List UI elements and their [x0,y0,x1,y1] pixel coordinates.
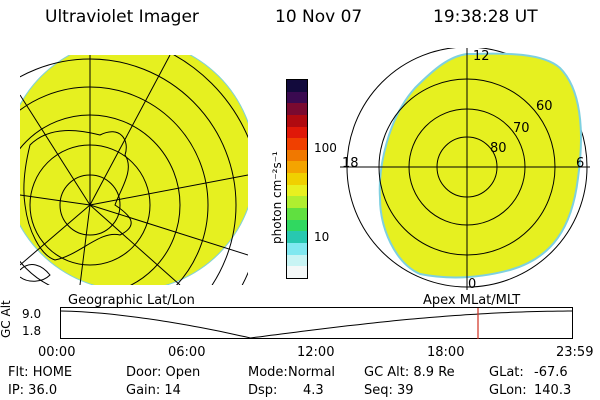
mlat-label-70: 70 [513,121,530,136]
mlt-label-0: 0 [468,277,476,290]
mlat-label-60: 60 [536,99,553,114]
colorbar-segment [287,242,307,255]
header-time: 19:38:28 UT [433,7,538,27]
status-seq: Seq: 39 [364,383,414,398]
colorbar-segment [287,254,307,267]
status-gcalt: GC Alt: 8.9 Re [364,365,455,380]
alt-axis-label: GC Alt [0,300,13,338]
status-glat-val: -67.6 [534,365,568,380]
alt-plot-frame [60,307,573,339]
colorbar-tick-100: 100 [314,141,337,155]
left-panel-label: Geographic Lat/Lon [68,293,195,308]
alt-xtick-3: 18:00 [427,345,465,360]
colorbar-segment [287,138,307,150]
colorbar-segment [287,126,307,139]
longitude-lines [20,55,248,285]
colorbar-segment [287,161,307,174]
colorbar-segment [287,149,307,162]
apex-polar-plot: 12 18 6 0 60 70 80 [340,48,590,290]
colorbar-segment [287,173,307,185]
status-gain: Gain: 14 [126,383,181,398]
mlat-label-80: 80 [490,141,507,156]
altitude-plot [60,307,573,339]
colorbar-segment [287,114,307,127]
alt-ytick-bottom: 1.8 [22,324,42,338]
colorbar-segment [287,196,307,209]
alt-ytick-top: 9.0 [22,307,42,321]
alt-xtick-2: 12:00 [297,345,335,360]
colorbar-segment [287,80,307,92]
colorbar [286,79,308,279]
alt-xtick-1: 06:00 [168,345,206,360]
status-ip: IP: 36.0 [8,383,58,398]
colorbar-segment [287,266,307,278]
colorbar-segment [287,231,307,243]
status-glon-key: GLon: [489,383,527,398]
mlt-label-12: 12 [473,49,490,64]
colorbar-segment [287,208,307,220]
colorbar-unit-label: photon cm⁻²s⁻¹ [270,151,284,244]
status-mode-val: Normal [288,365,336,380]
colorbar-segment [287,103,307,115]
geographic-image [20,55,248,285]
coastline-fragment [20,264,51,282]
status-mode-key: Mode: [248,365,288,380]
status-dsp-key: Dsp: [248,383,278,398]
colorbar-tick-10: 10 [314,230,330,244]
mlt-label-6: 6 [576,156,584,171]
status-door: Door: Open [126,365,201,380]
alt-xtick-4: 23:59 [556,345,594,360]
right-panel-label: Apex MLat/MLT [423,293,521,308]
status-glon-val: 140.3 [534,383,572,398]
status-flt: Flt: HOME [8,365,73,380]
coastline [23,130,132,261]
mlt-label-18: 18 [342,156,359,171]
altitude-curve [60,310,573,339]
colorbar-segment [287,91,307,104]
app-title: Ultraviolet Imager [45,7,199,27]
colorbar-segment [287,219,307,232]
header-date: 10 Nov 07 [275,7,363,27]
status-glat-key: GLat: [489,365,524,380]
mlt-axes [340,48,590,290]
status-dsp-val: 4.3 [303,383,324,398]
colorbar-segment [287,184,307,197]
alt-xtick-0: 00:00 [38,345,76,360]
uv-emission-disk [20,55,248,285]
